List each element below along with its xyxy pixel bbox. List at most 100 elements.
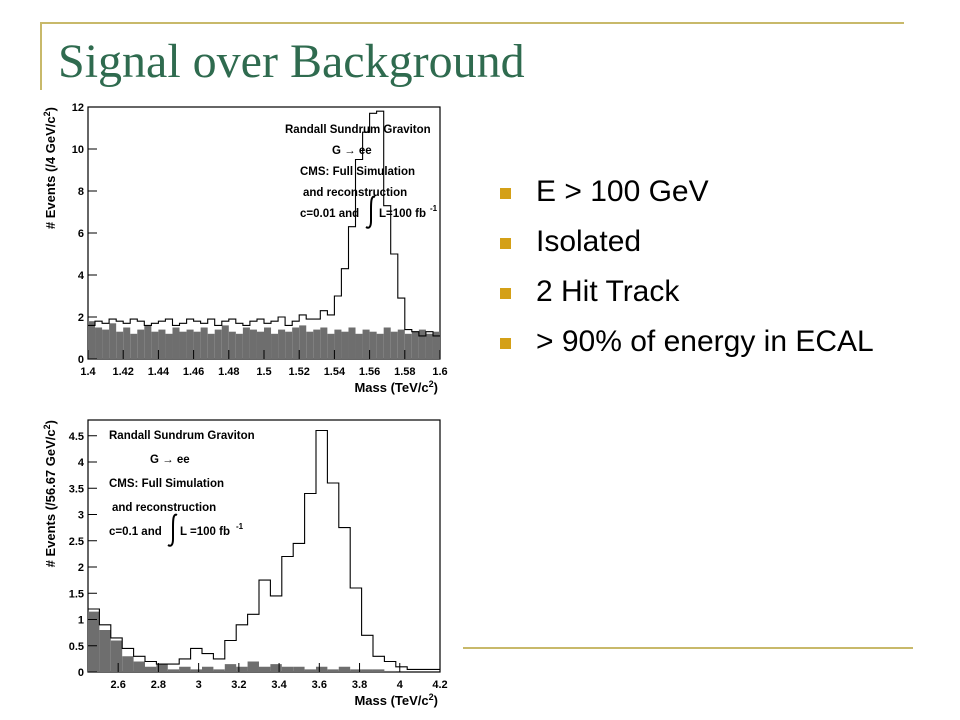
x-tick-label: 1.4	[80, 366, 96, 378]
signal-series-line	[88, 110, 440, 337]
background-bar	[190, 669, 202, 672]
background-bar	[193, 331, 201, 359]
y-tick-label: 8	[78, 186, 84, 198]
x-tick-label: 2.8	[151, 679, 166, 691]
y-tick-label: 10	[72, 144, 84, 156]
annotation-coupling: c=0.01 and	[300, 208, 359, 220]
annotation-reconstruction: and reconstruction	[112, 502, 216, 514]
annotation-luminosity: L=100 fb	[379, 208, 426, 220]
bullet-text: E > 100 GeV	[536, 175, 709, 208]
annotation-decay: G → ee	[332, 145, 372, 157]
x-tick-label: 1.44	[148, 366, 170, 378]
background-bar	[411, 331, 419, 359]
background-bar	[281, 666, 294, 672]
y-tick-label: 0	[78, 667, 84, 679]
background-bar	[207, 333, 215, 359]
background-bar	[338, 666, 351, 672]
x-tick-label: 3.8	[352, 679, 367, 691]
background-bar	[201, 666, 214, 672]
background-bar	[236, 666, 248, 672]
annotation-simulation: CMS: Full Simulation	[109, 478, 224, 490]
x-tick-label: 2.6	[111, 679, 126, 691]
y-tick-label: 12	[72, 102, 84, 114]
background-bar	[144, 666, 157, 672]
background-bar	[172, 327, 180, 359]
annotation-title: Randall Sundrum Graviton	[285, 124, 431, 136]
background-bar	[123, 327, 131, 359]
x-tick-label: 3	[196, 679, 202, 691]
x-tick-label: 1.6	[432, 366, 447, 378]
background-bar	[88, 611, 100, 672]
background-bar	[264, 327, 272, 359]
background-bar	[304, 669, 316, 672]
bullet-item: 2 Hit Track	[498, 275, 918, 309]
y-tick-label: 0.5	[69, 641, 84, 653]
x-tick-label: 1.42	[112, 366, 133, 378]
y-axis-label: # Events (/4 GeV/c2)	[42, 107, 58, 229]
background-bar	[355, 333, 363, 359]
background-bar	[278, 329, 286, 359]
y-tick-label: 2	[78, 312, 84, 324]
x-tick-label: 1.56	[359, 366, 380, 378]
background-bar	[348, 327, 356, 359]
x-tick-label: 1.58	[394, 366, 415, 378]
plot-frame	[87, 419, 441, 673]
y-tick-label: 6	[78, 228, 84, 240]
background-bar	[258, 666, 271, 672]
integral-sign-icon	[365, 195, 376, 229]
annotation-decay: G → ee	[150, 454, 190, 466]
background-bar	[122, 656, 134, 672]
annotation-luminosity-exponent: -1	[236, 522, 244, 531]
background-bar	[361, 669, 373, 672]
background-bar	[285, 331, 293, 359]
background-bar	[156, 664, 168, 672]
x-tick-label: 3.6	[312, 679, 327, 691]
y-tick-label: 3	[78, 510, 84, 522]
x-tick-label: 4.2	[432, 679, 447, 691]
bullet-text: > 90% of energy in ECAL	[536, 325, 874, 358]
background-bar	[404, 333, 412, 359]
y-tick-label: 1	[78, 615, 84, 627]
x-tick-label: 1.54	[324, 366, 346, 378]
background-bar	[306, 331, 314, 359]
background-bar	[228, 331, 236, 359]
y-axis-label: # Events (/56.67 GeV/c2)	[42, 420, 58, 567]
background-bar	[350, 669, 362, 672]
background-bar	[418, 329, 426, 359]
background-bar	[179, 331, 187, 359]
background-bar	[334, 329, 342, 359]
background-bar	[213, 669, 225, 672]
background-bar	[397, 329, 405, 359]
y-tick-label: 4	[78, 270, 85, 282]
y-tick-label: 3.5	[69, 483, 84, 495]
bullet-list: E > 100 GeV Isolated 2 Hit Track > 90% o…	[498, 175, 918, 375]
x-axis-label: Mass (TeV/c2)	[354, 379, 438, 395]
y-tick-label: 1.5	[69, 588, 84, 600]
background-bar	[327, 333, 335, 359]
y-tick-label: 2.5	[69, 536, 84, 548]
frame-left-line	[40, 22, 42, 90]
x-tick-label: 3.4	[271, 679, 287, 691]
bullet-item: Isolated	[498, 225, 918, 259]
x-tick-label: 1.52	[288, 366, 309, 378]
background-bar	[271, 333, 279, 359]
annotation-simulation: CMS: Full Simulation	[300, 166, 415, 178]
slide-title: Signal over Background	[58, 35, 525, 88]
annotation-coupling: c=0.1 and	[109, 526, 162, 538]
background-bar	[158, 329, 166, 359]
background-bar	[95, 327, 103, 359]
y-tick-label: 4	[78, 457, 85, 469]
background-bar	[390, 331, 398, 359]
background-bar	[116, 331, 124, 359]
y-tick-label: 4.5	[69, 431, 84, 443]
x-tick-label: 4	[397, 679, 404, 691]
background-bar	[292, 327, 300, 359]
background-bar	[133, 661, 145, 672]
background-bar	[383, 327, 391, 359]
background-bar	[376, 333, 384, 359]
background-bar	[249, 329, 257, 359]
background-bar	[200, 327, 208, 359]
background-bar	[256, 331, 264, 359]
background-bar	[179, 666, 191, 672]
annotation-luminosity: L =100 fb	[180, 526, 230, 538]
